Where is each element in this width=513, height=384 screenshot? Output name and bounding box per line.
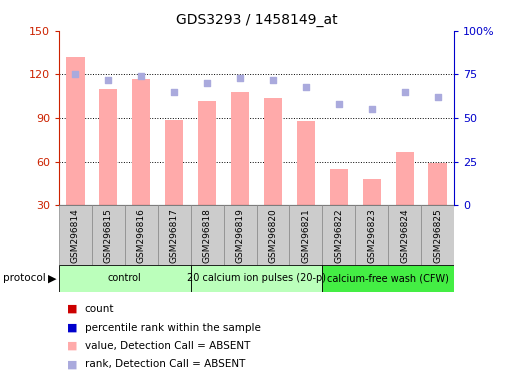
Text: ■: ■ xyxy=(67,341,77,351)
Bar xyxy=(396,152,413,205)
Text: GSM296821: GSM296821 xyxy=(301,208,310,263)
Point xyxy=(302,84,310,90)
Bar xyxy=(289,205,322,265)
Bar xyxy=(191,205,224,265)
Text: GDS3293 / 1458149_at: GDS3293 / 1458149_at xyxy=(175,13,338,27)
Point xyxy=(137,73,145,79)
Point xyxy=(334,101,343,107)
Text: ▶: ▶ xyxy=(48,273,56,283)
Text: GSM296816: GSM296816 xyxy=(137,208,146,263)
Bar xyxy=(322,265,454,292)
Text: control: control xyxy=(108,273,142,283)
Text: calcium-free wash (CFW): calcium-free wash (CFW) xyxy=(327,273,449,283)
Text: GSM296823: GSM296823 xyxy=(367,208,376,263)
Text: GSM296819: GSM296819 xyxy=(235,208,245,263)
Point xyxy=(401,89,409,95)
Text: GSM296820: GSM296820 xyxy=(268,208,278,263)
Text: GSM296818: GSM296818 xyxy=(203,208,212,263)
Text: GSM296824: GSM296824 xyxy=(400,208,409,263)
Text: GSM296815: GSM296815 xyxy=(104,208,113,263)
Point xyxy=(433,94,442,100)
Bar xyxy=(355,205,388,265)
Bar xyxy=(158,205,191,265)
Bar xyxy=(388,205,421,265)
Bar xyxy=(256,205,289,265)
Bar xyxy=(421,205,454,265)
Bar xyxy=(428,163,447,205)
Bar xyxy=(297,121,315,205)
Bar xyxy=(132,79,150,205)
Bar xyxy=(363,179,381,205)
Bar xyxy=(165,119,183,205)
Text: ■: ■ xyxy=(67,304,77,314)
Text: GSM296817: GSM296817 xyxy=(170,208,179,263)
Bar xyxy=(198,101,216,205)
Text: count: count xyxy=(85,304,114,314)
Text: rank, Detection Call = ABSENT: rank, Detection Call = ABSENT xyxy=(85,359,245,369)
Bar xyxy=(100,89,117,205)
Bar xyxy=(231,92,249,205)
Text: GSM296822: GSM296822 xyxy=(334,208,343,263)
Point xyxy=(236,75,244,81)
Bar xyxy=(264,98,282,205)
Bar xyxy=(191,265,322,292)
Text: GSM296814: GSM296814 xyxy=(71,208,80,263)
Text: 20 calcium ion pulses (20-p): 20 calcium ion pulses (20-p) xyxy=(187,273,326,283)
Bar xyxy=(330,169,348,205)
Point xyxy=(170,89,179,95)
Bar xyxy=(322,205,355,265)
Bar xyxy=(125,205,158,265)
Bar xyxy=(224,205,256,265)
Point xyxy=(203,80,211,86)
Bar xyxy=(59,205,92,265)
Bar xyxy=(92,205,125,265)
Text: value, Detection Call = ABSENT: value, Detection Call = ABSENT xyxy=(85,341,250,351)
Point xyxy=(104,76,112,83)
Point xyxy=(269,76,277,83)
Text: protocol: protocol xyxy=(3,273,45,283)
Text: percentile rank within the sample: percentile rank within the sample xyxy=(85,323,261,333)
Text: ■: ■ xyxy=(67,323,77,333)
Bar xyxy=(59,265,191,292)
Text: GSM296825: GSM296825 xyxy=(433,208,442,263)
Bar xyxy=(66,57,85,205)
Text: ■: ■ xyxy=(67,359,77,369)
Point xyxy=(71,71,80,78)
Point xyxy=(368,106,376,113)
